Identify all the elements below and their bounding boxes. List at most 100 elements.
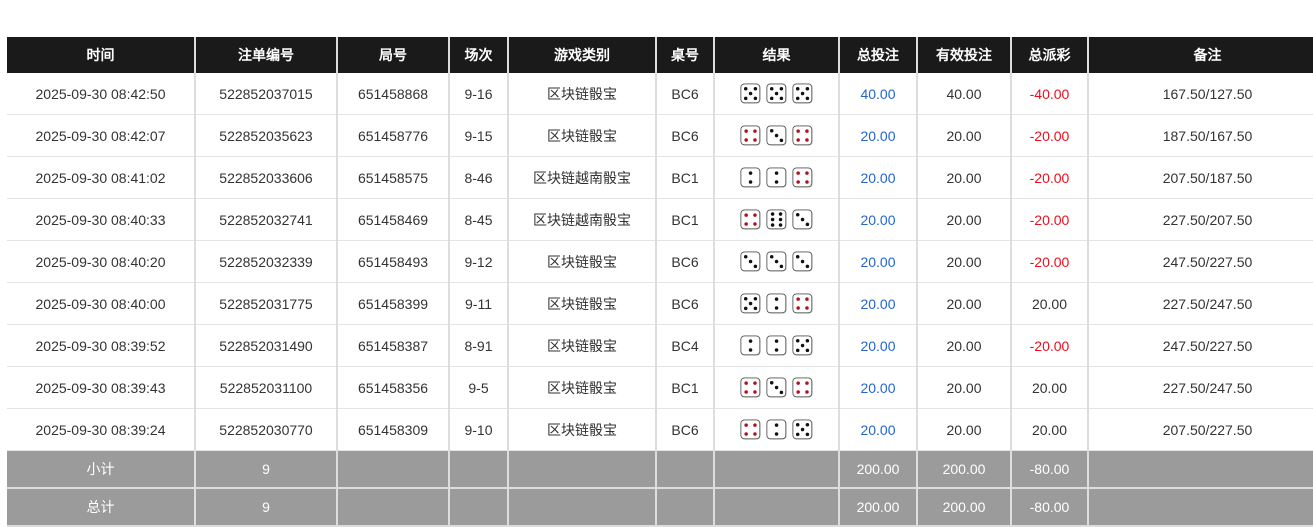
subtotal-count: 9	[195, 450, 338, 489]
cell-time: 2025-09-30 08:42:50	[7, 73, 196, 115]
cell-result	[714, 198, 840, 241]
cell-round: 651458575	[337, 156, 450, 199]
empty-cell	[449, 450, 509, 489]
header-total-bet: 总投注	[839, 37, 918, 73]
cell-session: 9-10	[449, 408, 509, 451]
cell-time: 2025-09-30 08:39:43	[7, 366, 196, 409]
cell-round: 651458868	[337, 73, 450, 115]
cell-payout: -40.00	[1011, 73, 1089, 115]
cell-valid-bet: 20.00	[917, 324, 1012, 367]
dice-3-icon	[739, 250, 761, 272]
cell-table-no: BC1	[656, 156, 715, 199]
dice-4-icon	[739, 124, 761, 146]
dice-3-icon	[791, 208, 813, 230]
empty-cell	[714, 488, 840, 527]
cell-bet-id: 522852037015	[195, 73, 338, 115]
cell-round: 651458399	[337, 282, 450, 325]
total-count: 9	[195, 488, 338, 527]
cell-table-no: BC4	[656, 324, 715, 367]
cell-note: 207.50/187.50	[1088, 156, 1313, 199]
cell-total-bet: 20.00	[839, 324, 918, 367]
cell-payout: -20.00	[1011, 240, 1089, 283]
dice-4-icon	[739, 418, 761, 440]
cell-note: 227.50/247.50	[1088, 282, 1313, 325]
dice-6-icon	[765, 208, 787, 230]
cell-valid-bet: 40.00	[917, 73, 1012, 115]
cell-payout: -20.00	[1011, 114, 1089, 157]
dice-3-icon	[765, 250, 787, 272]
dice-4-icon	[739, 208, 761, 230]
cell-total-bet: 20.00	[839, 282, 918, 325]
cell-payout: -20.00	[1011, 198, 1089, 241]
cell-session: 8-46	[449, 156, 509, 199]
cell-valid-bet: 20.00	[917, 366, 1012, 409]
cell-note: 227.50/247.50	[1088, 366, 1313, 409]
cell-game-type: 区块链骰宝	[508, 366, 657, 409]
cell-game-type: 区块链骰宝	[508, 114, 657, 157]
cell-total-bet: 20.00	[839, 240, 918, 283]
dice-2-icon	[765, 418, 787, 440]
table-row: 2025-09-30 08:40:20 522852032339 651458493…	[7, 240, 1313, 283]
cell-game-type: 区块链骰宝	[508, 282, 657, 325]
cell-round: 651458309	[337, 408, 450, 451]
dice-5-icon	[739, 82, 761, 104]
table-row: 2025-09-30 08:42:07 522852035623 651458776…	[7, 114, 1313, 157]
cell-result	[714, 324, 840, 367]
header-session: 场次	[449, 37, 509, 73]
cell-total-bet: 20.00	[839, 408, 918, 451]
table-row: 2025-09-30 08:41:02 522852033606 651458575…	[7, 156, 1313, 199]
cell-bet-id: 522852033606	[195, 156, 338, 199]
cell-result	[714, 240, 840, 283]
cell-session: 9-12	[449, 240, 509, 283]
subtotal-row: 小计 9 200.00 200.00 -80.00	[7, 450, 1313, 489]
cell-bet-id: 522852032339	[195, 240, 338, 283]
empty-cell	[714, 450, 840, 489]
empty-cell	[1088, 488, 1313, 527]
cell-total-bet: 20.00	[839, 198, 918, 241]
cell-payout: 20.00	[1011, 366, 1089, 409]
subtotal-payout: -80.00	[1011, 450, 1089, 489]
cell-game-type: 区块链骰宝	[508, 408, 657, 451]
cell-bet-id: 522852031490	[195, 324, 338, 367]
cell-valid-bet: 20.00	[917, 156, 1012, 199]
subtotal-label: 小计	[7, 450, 196, 489]
cell-result	[714, 282, 840, 325]
header-game-type: 游戏类别	[508, 37, 657, 73]
cell-note: 167.50/127.50	[1088, 73, 1313, 115]
cell-session: 9-11	[449, 282, 509, 325]
cell-session: 8-91	[449, 324, 509, 367]
cell-table-no: BC6	[656, 114, 715, 157]
cell-round: 651458493	[337, 240, 450, 283]
cell-table-no: BC6	[656, 408, 715, 451]
empty-cell	[508, 488, 657, 527]
cell-table-no: BC6	[656, 282, 715, 325]
cell-game-type: 区块链越南骰宝	[508, 156, 657, 199]
cell-bet-id: 522852032741	[195, 198, 338, 241]
cell-note: 207.50/227.50	[1088, 408, 1313, 451]
cell-round: 651458469	[337, 198, 450, 241]
cell-result	[714, 156, 840, 199]
cell-game-type: 区块链骰宝	[508, 73, 657, 115]
dice-4-icon	[791, 124, 813, 146]
cell-time: 2025-09-30 08:39:24	[7, 408, 196, 451]
total-payout: -80.00	[1011, 488, 1089, 527]
header-round: 局号	[337, 37, 450, 73]
empty-cell	[449, 488, 509, 527]
empty-cell	[656, 488, 715, 527]
empty-cell	[1088, 450, 1313, 489]
cell-payout: 20.00	[1011, 282, 1089, 325]
cell-bet-id: 522852031775	[195, 282, 338, 325]
dice-5-icon	[791, 82, 813, 104]
empty-cell	[508, 450, 657, 489]
dice-5-icon	[739, 292, 761, 314]
cell-payout: -20.00	[1011, 156, 1089, 199]
cell-valid-bet: 20.00	[917, 114, 1012, 157]
dice-5-icon	[765, 82, 787, 104]
table-row: 2025-09-30 08:39:24 522852030770 651458309…	[7, 408, 1313, 451]
cell-valid-bet: 20.00	[917, 282, 1012, 325]
dice-3-icon	[765, 376, 787, 398]
cell-total-bet: 20.00	[839, 366, 918, 409]
subtotal-total-bet: 200.00	[839, 450, 918, 489]
header-note: 备注	[1088, 37, 1313, 73]
dice-2-icon	[765, 334, 787, 356]
